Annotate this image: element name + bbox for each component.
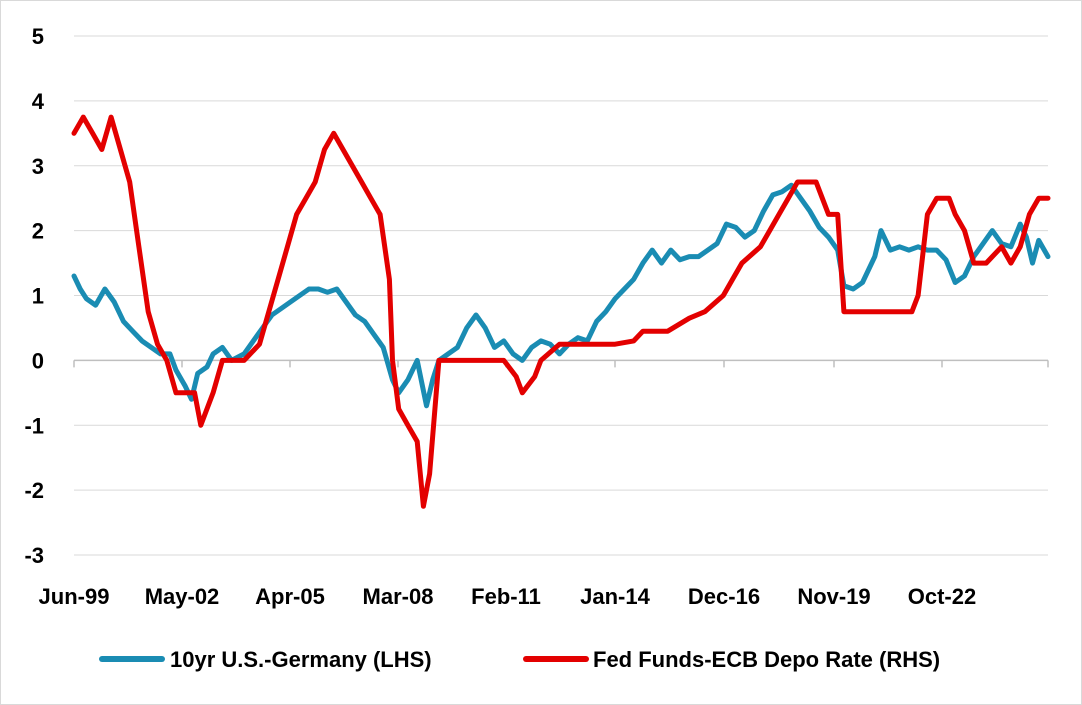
x-tick-label: Feb-11 xyxy=(471,584,541,609)
x-tick-label: Apr-05 xyxy=(255,584,325,609)
y-tick-label: -2 xyxy=(24,478,44,503)
y-tick-label: -1 xyxy=(24,413,44,438)
legend-label-us-germany: 10yr U.S.-Germany (LHS) xyxy=(170,647,432,672)
y-tick-label: 0 xyxy=(32,348,44,373)
x-tick-label: Oct-22 xyxy=(908,584,976,609)
series-line-fed-ecb xyxy=(71,114,1051,509)
y-tick-label: 1 xyxy=(32,284,44,309)
legend: 10yr U.S.-Germany (LHS) Fed Funds-ECB De… xyxy=(99,647,940,672)
x-tick-label: Mar-08 xyxy=(363,584,434,609)
y-axis-ticks: 5 4 3 2 1 0 -1 -2 -3 xyxy=(24,24,44,568)
y-tick-label: 4 xyxy=(32,89,45,114)
x-tick-label: Jan-14 xyxy=(580,584,650,609)
series-lines xyxy=(71,114,1051,509)
legend-label-fed-ecb: Fed Funds-ECB Depo Rate (RHS) xyxy=(593,647,940,672)
x-tick-label: Jun-99 xyxy=(39,584,110,609)
x-tick-label: Dec-16 xyxy=(688,584,760,609)
x-tick-label: May-02 xyxy=(145,584,220,609)
gridlines xyxy=(74,35,1048,556)
x-axis-ticks: Jun-99 May-02 Apr-05 Mar-08 Feb-11 Jan-14 Dec-… xyxy=(39,360,1049,609)
y-tick-label: -3 xyxy=(24,543,44,568)
y-tick-label: 2 xyxy=(32,219,44,244)
y-tick-label: 5 xyxy=(32,24,44,49)
x-tick-label: Nov-19 xyxy=(797,584,870,609)
y-tick-label: 3 xyxy=(32,154,44,179)
